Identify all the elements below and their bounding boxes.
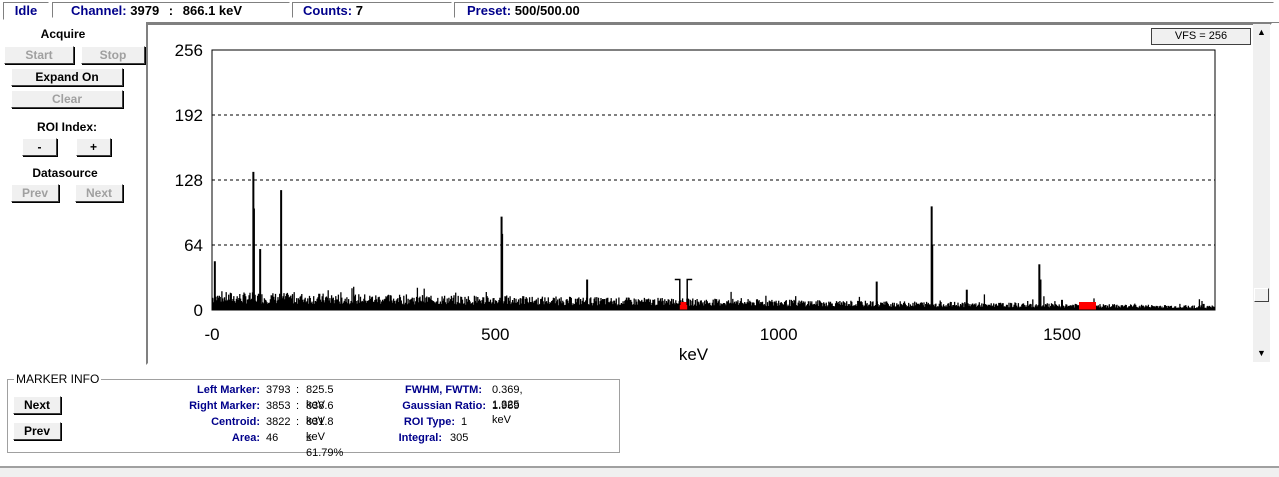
channel-energy: 866.1 keV [182,3,243,18]
right-marker-label: Right Marker: [189,400,260,412]
roi-index-label: ROI Index: [36,120,97,134]
area-label: Area: [231,432,260,444]
left-marker-sep: : [296,384,300,396]
roi-type-label: ROI Type: [403,416,455,428]
scroll-down-icon[interactable]: ▼ [1253,345,1270,362]
gauss-label: Gaussian Ratio: [402,400,486,412]
roi-minus-button[interactable]: - [22,138,57,156]
state-indicator: Idle [3,2,49,20]
channel-sep: : [168,3,174,18]
x-axis-label: keV [679,345,709,363]
fwhm-label: FWHM, FWTM: [405,384,482,396]
bottom-status-bar [0,466,1279,477]
plot-border [211,49,1216,311]
scroll-thumb[interactable] [1254,288,1269,302]
marker-info-group [7,379,620,453]
channel-label: Channel: [71,3,127,18]
integral-label: Integral: [398,432,442,444]
roi-marker-left [674,278,681,305]
preset-label: Preset: [467,3,512,18]
x-tick-label: -0 [204,325,219,344]
datasource-prev-button[interactable]: Prev [11,184,59,202]
roi-type-value: 1 [461,416,468,428]
left-marker-kev: 825.5 keV [306,384,334,411]
clear-button[interactable]: Clear [11,90,123,108]
preset-value: 500/500.00 [514,3,580,18]
channel-readout: Channel: 3979 : 866.1 keV [52,2,290,18]
area-value: 46 [266,432,279,444]
y-tick-label: 64 [184,236,203,255]
left-marker-channel: 3793 [266,384,291,396]
spectrum-baseline [211,286,1216,310]
integral-value: 305 [450,432,469,444]
counts-value: 7 [355,3,363,18]
counts-readout: Counts: 7 [292,2,452,18]
centroid-sep: : [296,416,300,428]
marker-info-title: MARKER INFO [14,372,102,386]
centroid-kev: 831.8 keV [306,416,334,443]
channel-value: 3979 [130,3,160,18]
marker-prev-button[interactable]: Prev [13,422,61,440]
gauss-value: 1.969 [492,400,520,412]
centroid-label: Centroid: [211,416,260,428]
left-marker-label: Left Marker: [197,384,260,396]
y-tick-label: 128 [175,171,203,190]
status-bar: Idle Channel: 3979 : 866.1 keV Counts: 7… [0,0,1279,23]
grid-layer [212,114,1215,246]
area-error: ± 61.79% [306,432,344,459]
fwhm-value: 0.369, 1.325 keV [492,384,523,426]
y-tick-label: 192 [175,106,203,125]
control-panel: Acquire Start Stop Expand On Clear ROI I… [0,22,146,367]
acquire-label: Acquire [40,27,86,41]
stop-button[interactable]: Stop [81,46,145,64]
y-tick-label: 256 [175,41,203,60]
spectrum-chart[interactable]: 256 192 128 64 0-0 500 1000 1500 keV [148,25,1248,363]
vfs-indicator: VFS = 256 [1151,28,1251,45]
y-tick-label: 0 [194,301,203,320]
datasource-label: Datasource [32,166,98,180]
spectrum-data [211,171,1216,310]
state-text: Idle [14,3,38,18]
expand-button[interactable]: Expand On [11,68,123,86]
roi-plus-button[interactable]: + [76,138,111,156]
scroll-up-icon[interactable]: ▲ [1253,24,1270,41]
roi-marker-right [686,278,693,305]
start-button[interactable]: Start [4,46,74,64]
counts-label: Counts: [303,3,353,18]
datasource-next-button[interactable]: Next [75,184,123,202]
preset-readout: Preset: 500/500.00 [454,2,1274,18]
vertical-scrollbar[interactable]: ▲ ▼ [1253,24,1270,362]
roi-region [679,302,688,310]
right-marker-channel: 3853 [266,400,291,412]
x-tick-label: 500 [481,325,509,344]
centroid-channel: 3822 [266,416,291,428]
right-marker-sep: : [296,400,300,412]
marker-next-button[interactable]: Next [13,396,61,414]
axis-layer: 256 192 128 64 0-0 500 1000 1500 keV [175,41,1216,363]
roi-region [1079,302,1096,310]
x-tick-label: 1000 [760,325,798,344]
right-marker-kev: 838.6 keV [306,400,334,427]
x-tick-label: 1500 [1043,325,1081,344]
